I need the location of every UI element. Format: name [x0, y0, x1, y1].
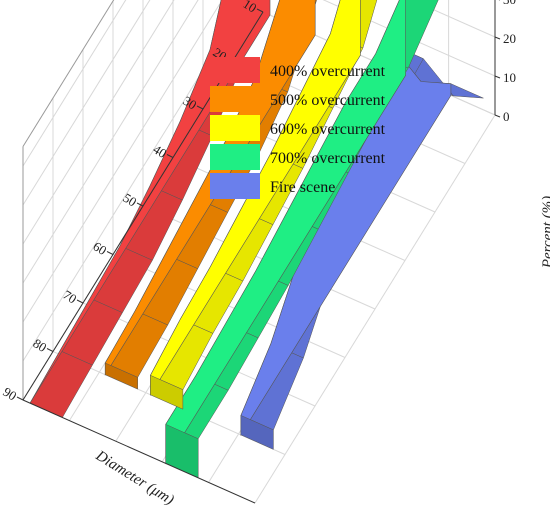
y-axis-title: Percent (%)	[540, 196, 550, 269]
y-tick-mark	[494, 75, 501, 79]
x-tick-label: 70	[60, 287, 79, 307]
x-tick-mark	[166, 154, 174, 158]
x-tick-mark	[106, 251, 114, 255]
box-edge	[22, 0, 115, 147]
x-axis-title: Diameter (μm)	[92, 447, 177, 508]
x-tick-mark	[136, 202, 144, 207]
x-tick-mark	[196, 105, 204, 110]
x-tick-label: 80	[30, 335, 49, 355]
depth-axis-line	[22, 399, 256, 504]
y-tick-label: 0	[503, 109, 510, 124]
series-3-ribbon	[165, 0, 439, 479]
series-2-end-cap	[150, 374, 184, 410]
y-tick-label: 30	[503, 0, 516, 7]
y-tick-mark	[494, 114, 501, 118]
series-1-end-cap	[104, 362, 138, 390]
legend-swatch-400	[210, 57, 260, 83]
legend-label-500: 500% overcurrent	[270, 92, 386, 109]
x-tick-mark	[46, 348, 54, 352]
x-tick-label: 90	[0, 384, 19, 404]
legend-swatch-700	[210, 144, 260, 170]
legend: 400% overcurrent 500% overcurrent 600% o…	[210, 57, 386, 199]
legend-label-400: 400% overcurrent	[270, 63, 386, 80]
floor-grid-line-z	[254, 114, 496, 504]
x-tick-mark	[76, 299, 84, 304]
x-tick-mark	[256, 8, 264, 13]
y-tick-label: 10	[503, 70, 516, 85]
legend-label-600: 600% overcurrent	[270, 121, 386, 138]
legend-label-700: 700% overcurrent	[270, 150, 386, 167]
x-tick-label: 50	[120, 190, 139, 210]
back-wall-grid-line	[410, 0, 496, 38]
y-tick-label: 20	[503, 31, 516, 46]
legend-swatch-500	[210, 86, 260, 112]
legend-swatch-fire	[210, 173, 260, 199]
x-tick-mark	[16, 396, 24, 401]
x-tick-label: 60	[90, 238, 109, 258]
y-tick-mark	[494, 36, 501, 40]
back-wall-grid-line	[322, 0, 496, 77]
series-4-end-cap	[240, 415, 274, 450]
legend-swatch-600	[210, 115, 260, 141]
side-wall-grid-line	[22, 0, 127, 167]
legend-label-fire: Fire scene	[270, 179, 335, 196]
